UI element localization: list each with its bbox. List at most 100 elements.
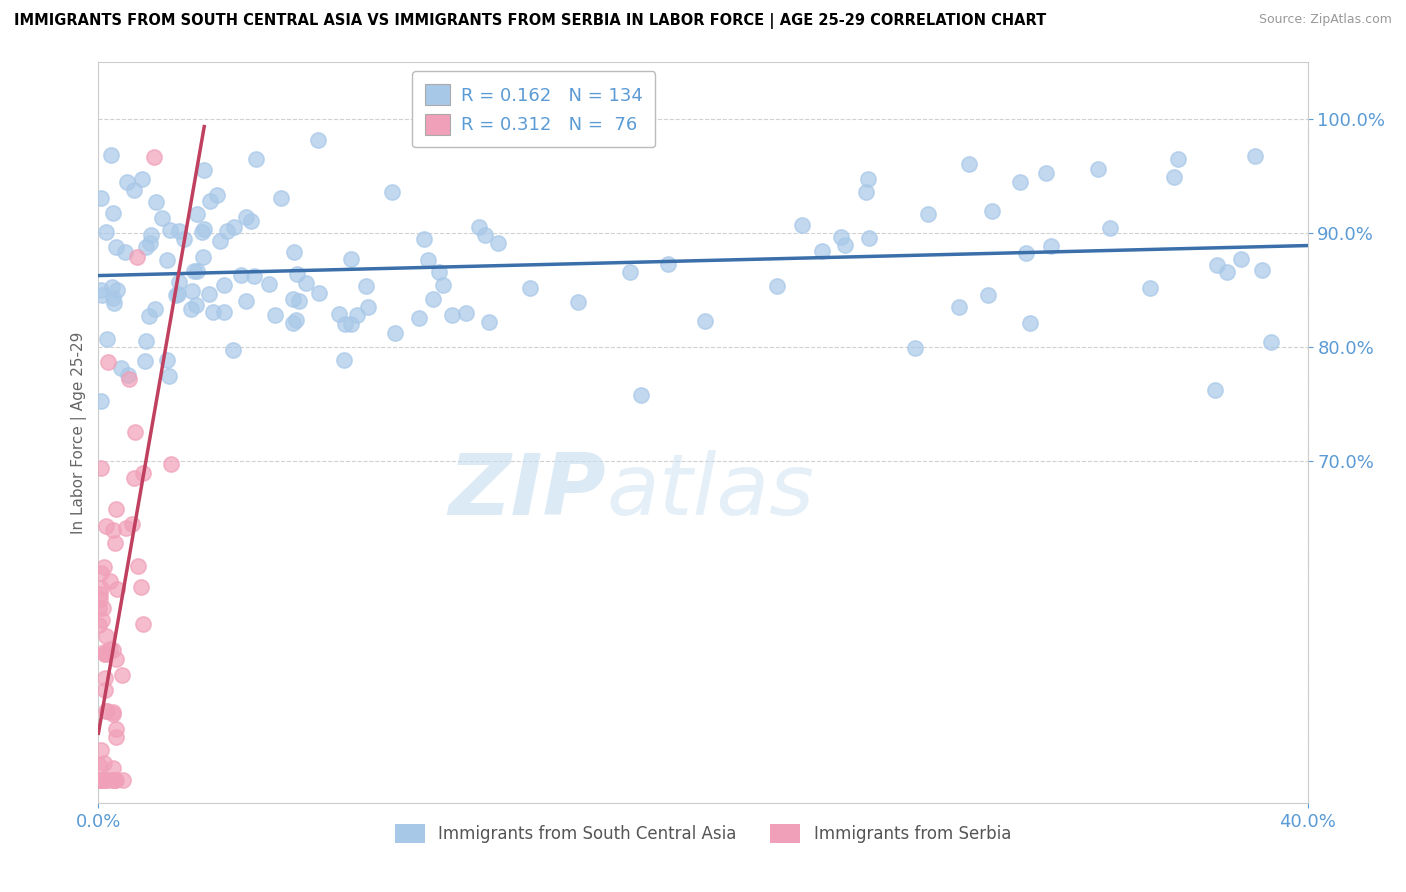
Point xyxy=(90,772,112,787)
Point xyxy=(257,277,280,291)
Point xyxy=(981,203,1004,218)
Point xyxy=(94,647,117,661)
Point xyxy=(333,352,356,367)
Y-axis label: In Labor Force | Age 25-29: In Labor Force | Age 25-29 xyxy=(72,332,87,533)
Point xyxy=(270,191,292,205)
Point xyxy=(117,372,139,386)
Point xyxy=(766,278,789,293)
Point xyxy=(129,580,152,594)
Point xyxy=(103,705,125,719)
Point xyxy=(138,309,160,323)
Point xyxy=(657,256,679,270)
Point xyxy=(354,279,377,293)
Point xyxy=(90,394,112,409)
Point xyxy=(135,240,157,254)
Point xyxy=(239,214,262,228)
Point xyxy=(115,521,138,535)
Point xyxy=(96,629,118,643)
Point xyxy=(91,772,114,787)
Point xyxy=(193,222,215,236)
Point xyxy=(1008,175,1031,189)
Point xyxy=(184,298,207,312)
Point xyxy=(93,772,115,787)
Point xyxy=(285,313,308,327)
Point xyxy=(91,772,114,787)
Point xyxy=(131,171,153,186)
Point xyxy=(1139,281,1161,295)
Point xyxy=(159,369,181,384)
Point xyxy=(90,743,112,757)
Point xyxy=(139,228,162,243)
Point xyxy=(87,601,110,615)
Point xyxy=(173,232,195,246)
Point xyxy=(104,501,127,516)
Point xyxy=(222,219,245,234)
Point xyxy=(105,582,128,597)
Point xyxy=(245,152,267,166)
Point xyxy=(94,683,117,698)
Point xyxy=(416,252,439,267)
Point xyxy=(834,238,856,252)
Point xyxy=(111,667,134,681)
Point xyxy=(191,225,214,239)
Point xyxy=(90,772,112,787)
Point xyxy=(180,301,202,316)
Legend: Immigrants from South Central Asia, Immigrants from Serbia: Immigrants from South Central Asia, Immi… xyxy=(388,817,1018,850)
Point xyxy=(125,250,148,264)
Point xyxy=(855,185,877,199)
Point xyxy=(103,772,125,787)
Point xyxy=(90,772,112,787)
Point xyxy=(1163,169,1185,184)
Point xyxy=(103,772,125,787)
Point xyxy=(96,705,118,719)
Point xyxy=(1215,265,1237,279)
Point xyxy=(121,516,143,531)
Point xyxy=(186,264,208,278)
Point xyxy=(917,207,939,221)
Point xyxy=(111,772,134,787)
Point xyxy=(93,645,115,659)
Point xyxy=(159,457,181,471)
Point xyxy=(90,566,112,580)
Point xyxy=(89,772,111,787)
Point xyxy=(1243,149,1265,163)
Point xyxy=(143,301,166,316)
Point xyxy=(98,642,121,657)
Point xyxy=(474,228,496,243)
Point xyxy=(619,265,641,279)
Point xyxy=(96,704,118,718)
Point xyxy=(288,293,311,308)
Point xyxy=(328,307,350,321)
Point xyxy=(159,222,181,236)
Point xyxy=(91,772,114,787)
Point xyxy=(229,268,252,282)
Point xyxy=(93,560,115,574)
Point xyxy=(191,251,214,265)
Point xyxy=(186,207,208,221)
Point xyxy=(91,600,114,615)
Point xyxy=(308,286,330,301)
Point xyxy=(217,223,239,237)
Point xyxy=(1230,252,1253,266)
Point xyxy=(93,772,115,787)
Point xyxy=(307,133,329,147)
Point xyxy=(90,614,112,628)
Point xyxy=(101,523,124,537)
Point xyxy=(180,285,202,299)
Point xyxy=(122,471,145,485)
Point xyxy=(948,300,970,314)
Point xyxy=(1260,334,1282,349)
Point xyxy=(198,194,221,208)
Point xyxy=(1098,221,1121,235)
Point xyxy=(103,206,125,220)
Point xyxy=(1167,152,1189,166)
Point xyxy=(340,252,363,267)
Point xyxy=(127,559,149,574)
Point xyxy=(101,642,124,657)
Point xyxy=(790,219,813,233)
Point xyxy=(212,305,235,319)
Point xyxy=(93,772,115,787)
Point xyxy=(96,332,118,346)
Point xyxy=(381,185,404,199)
Point xyxy=(117,368,139,382)
